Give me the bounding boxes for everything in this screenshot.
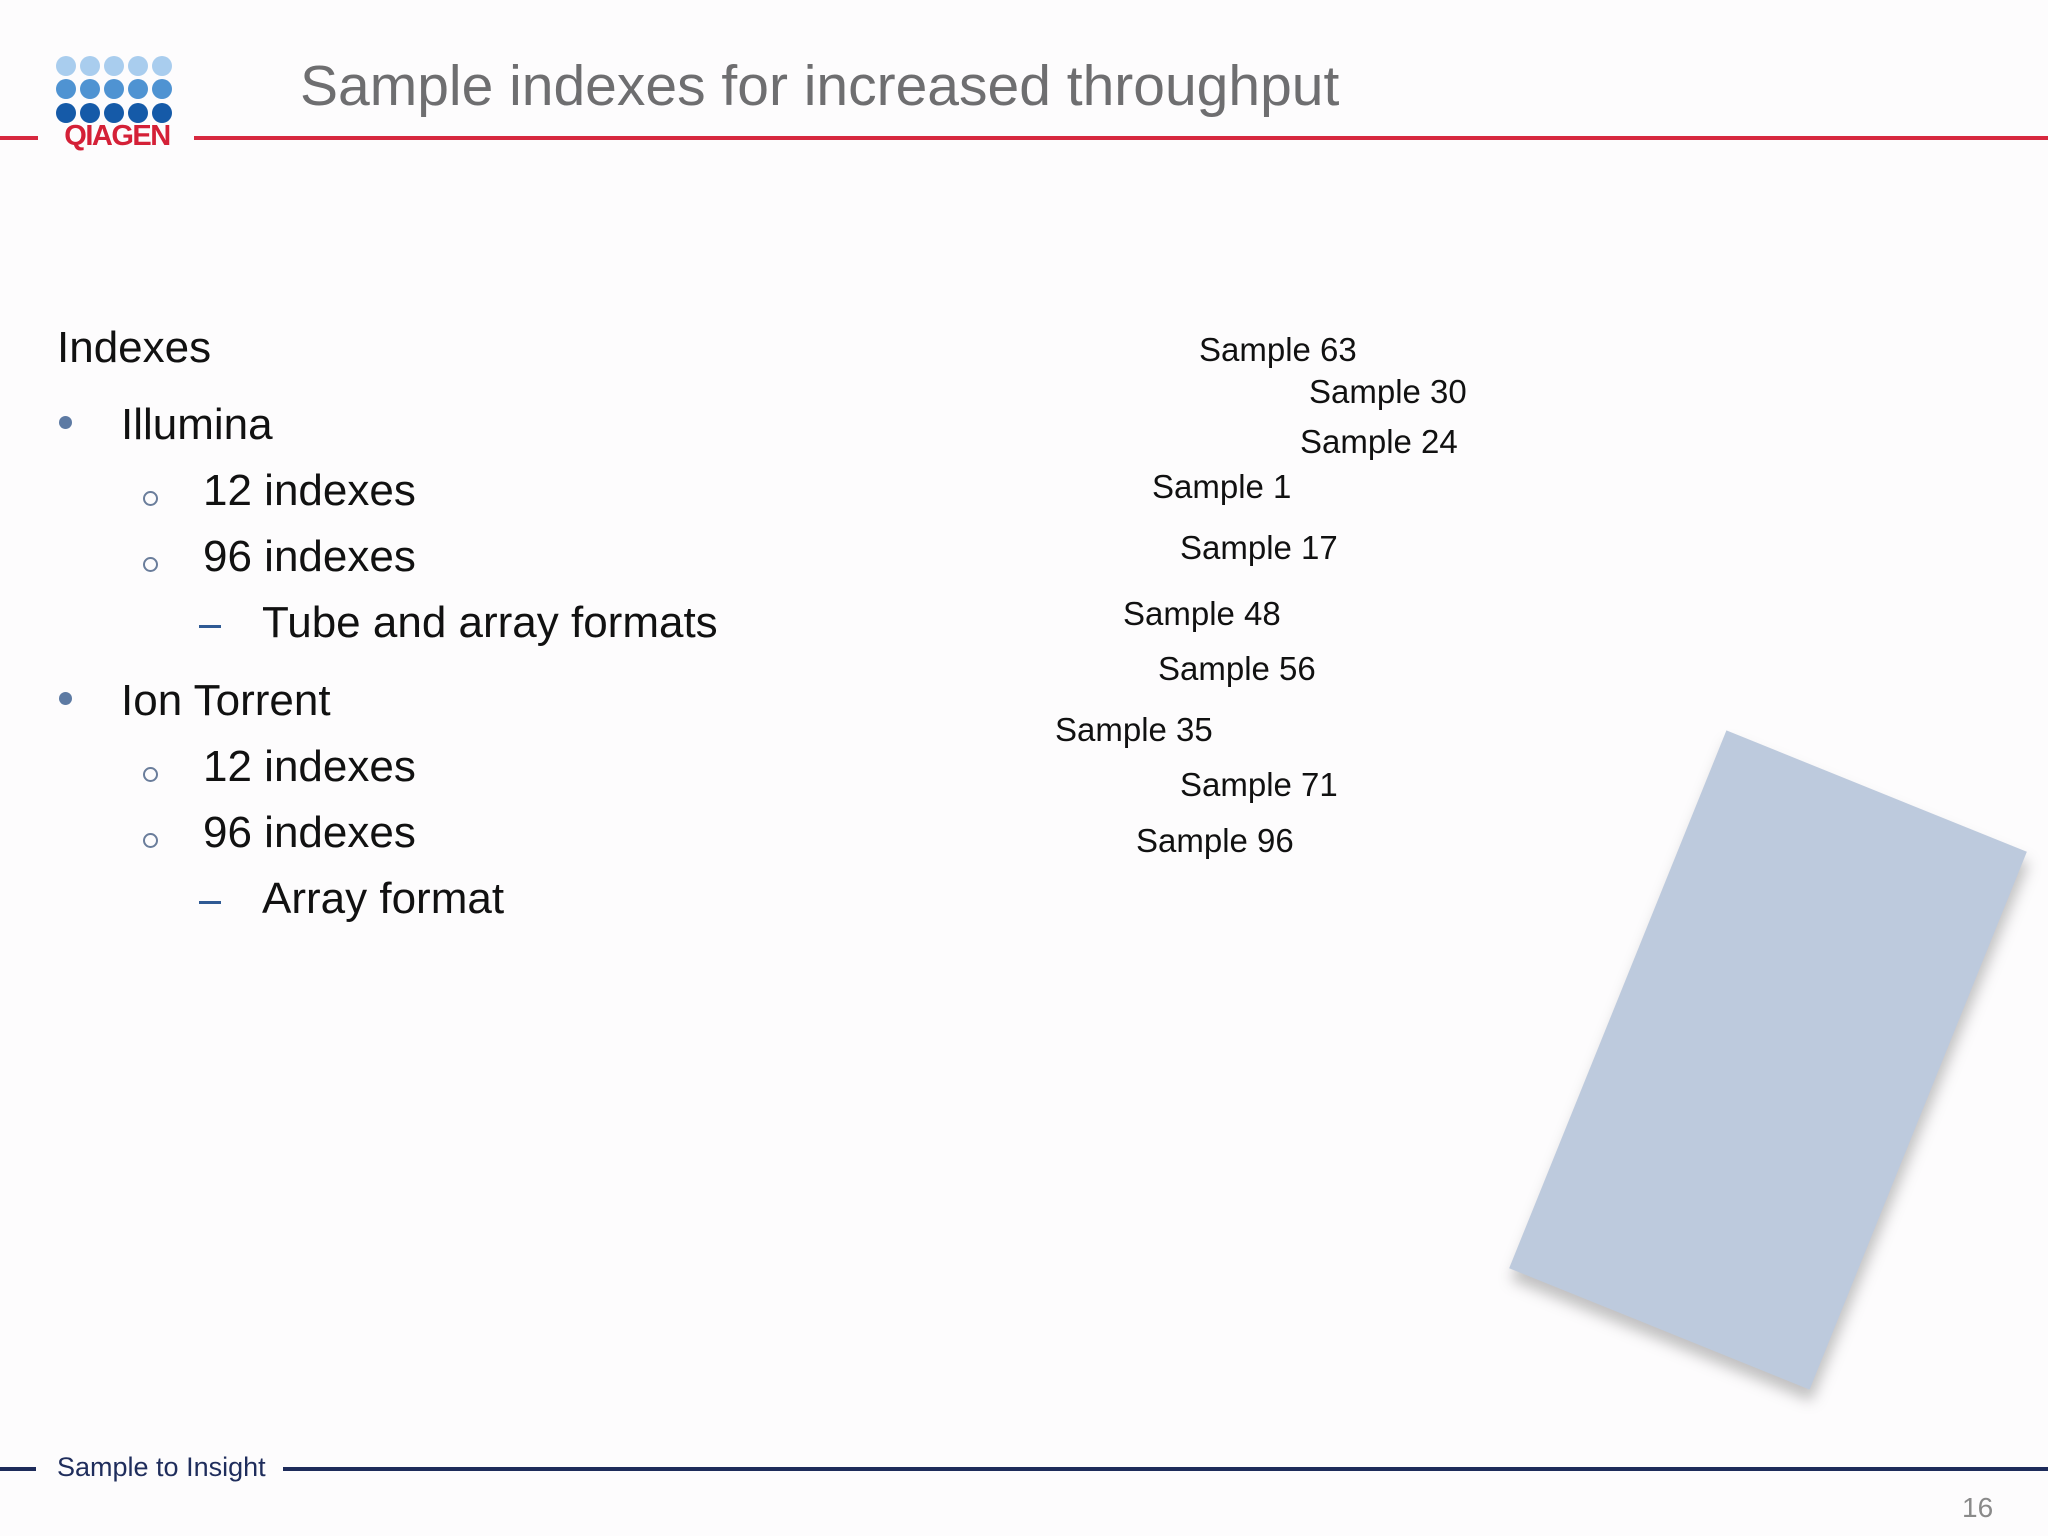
bullet-dash xyxy=(199,901,221,904)
list-subitem: 96 indexes xyxy=(203,808,416,857)
bullet-dash xyxy=(199,625,221,628)
sample-label: Sample 24 xyxy=(1300,423,1458,460)
sample-label: Sample 1 xyxy=(1152,468,1292,505)
list-subitem: 12 indexes xyxy=(203,466,416,515)
qiagen-logo: QIAGEN xyxy=(56,56,178,156)
footer-tagline: Sample to Insight xyxy=(57,1452,266,1482)
bullet-circle xyxy=(143,491,158,506)
bullet-circle xyxy=(143,557,158,572)
index-plate-card xyxy=(1509,730,2027,1390)
list-subitem: 96 indexes xyxy=(203,532,416,581)
bullet-circle xyxy=(143,767,158,782)
sample-label: Sample 63 xyxy=(1199,331,1357,368)
slide-title: Sample indexes for increased throughput xyxy=(300,54,1340,118)
list-subitem: 12 indexes xyxy=(203,742,416,791)
footer-rule xyxy=(283,1467,2048,1471)
list-item-illumina: Illumina xyxy=(121,400,273,449)
list-item-ion-torrent: Ion Torrent xyxy=(121,676,331,725)
list-subsubitem: Array format xyxy=(262,874,505,923)
header-rule xyxy=(194,136,2048,140)
page-number: 16 xyxy=(1962,1492,1994,1523)
footer-rule-left xyxy=(0,1467,36,1471)
sample-label: Sample 30 xyxy=(1309,373,1467,410)
sample-label: Sample 96 xyxy=(1136,822,1294,859)
sample-label: Sample 71 xyxy=(1180,766,1338,803)
bullet-circle xyxy=(143,833,158,848)
header-rule-left xyxy=(0,136,38,140)
sample-label: Sample 56 xyxy=(1158,650,1316,687)
list-subsubitem: Tube and array formats xyxy=(262,598,718,647)
logo-wordmark: QIAGEN xyxy=(64,120,171,152)
list-heading: Indexes xyxy=(57,323,212,372)
sample-label: Sample 17 xyxy=(1180,529,1338,566)
sample-label: Sample 35 xyxy=(1055,711,1213,748)
bullet-dot xyxy=(59,416,72,429)
sample-label: Sample 48 xyxy=(1123,595,1281,632)
bullet-dot xyxy=(59,692,72,705)
